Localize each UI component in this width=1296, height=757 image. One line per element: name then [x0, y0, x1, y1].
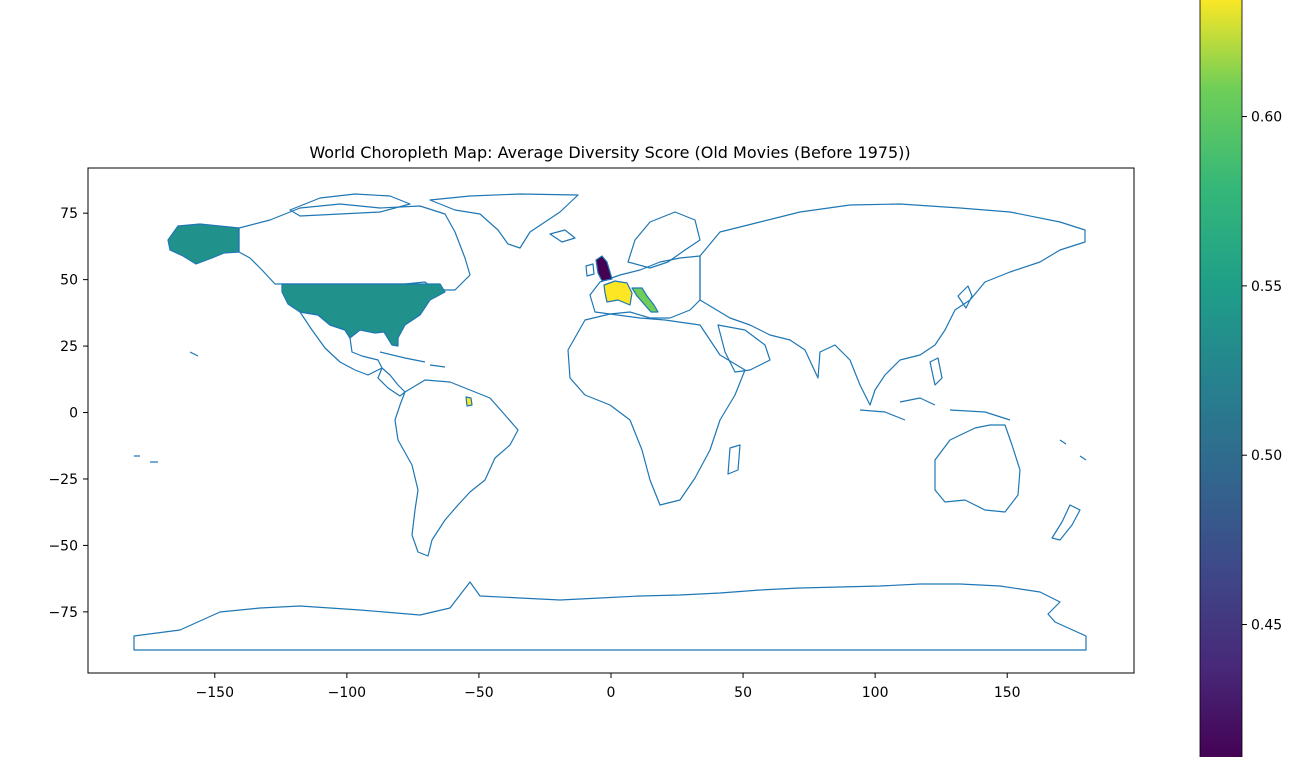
land-australia [934, 424, 1021, 513]
region-french-guiana [465, 396, 473, 407]
land-canada [238, 203, 471, 291]
y-tick-label: −25 [48, 472, 78, 488]
land-mexico [299, 311, 383, 376]
land-iceland [549, 229, 576, 243]
map-axes: −150 −100 −50 0 50 100 150 75 50 25 0 −25 −50 −75 [48, 167, 1135, 701]
land-philippines [929, 357, 943, 386]
land-central-america [377, 367, 406, 397]
colorbar-tick-label: 0.60 [1251, 110, 1282, 126]
y-tick-label: −75 [48, 605, 78, 621]
land-japan [957, 285, 973, 309]
y-tick-label: 50 [60, 273, 78, 289]
land-scandinavia [627, 211, 701, 269]
region-united-kingdom [595, 255, 613, 282]
region-france [603, 280, 633, 306]
land-new-zealand [1051, 504, 1081, 541]
x-tick-label: 100 [862, 685, 889, 701]
land-africa [567, 313, 746, 506]
land-arctic-islands [289, 193, 411, 217]
region-italy [631, 287, 659, 313]
axes-frame [87, 167, 1135, 674]
y-tick-label: 75 [60, 206, 78, 222]
x-tick-label: −50 [464, 685, 494, 701]
land-arabian-peninsula [717, 324, 771, 373]
y-tick-label: 0 [69, 406, 78, 422]
land-south-america [394, 379, 519, 557]
land-pacific-islands [134, 351, 1087, 463]
land-caribbean [379, 351, 446, 368]
x-tick-label: 150 [994, 685, 1021, 701]
land-antarctica [133, 581, 1087, 651]
y-tick-label: −50 [48, 538, 78, 554]
colorbar-axis: 0.45 0.50 0.55 0.60 [1242, 110, 1282, 634]
colorbar-tick-label: 0.55 [1251, 279, 1282, 295]
colorbar-gradient [1199, 0, 1243, 757]
land-asia [699, 203, 1086, 406]
x-tick-label: −100 [328, 685, 366, 701]
colorbar-tick-label: 0.45 [1251, 618, 1282, 634]
region-alaska [167, 223, 240, 265]
land-indonesia [859, 397, 1011, 421]
land-ireland [585, 263, 595, 277]
x-tick-label: −150 [196, 685, 234, 701]
x-tick-label: 50 [734, 685, 752, 701]
chart-title: World Choropleth Map: Average Diversity … [309, 143, 910, 162]
colorbar: 0.45 0.50 0.55 0.60 [1199, 0, 1282, 757]
y-axis: 75 50 25 0 −25 −50 −75 [48, 206, 88, 621]
x-tick-label: 0 [607, 685, 616, 701]
y-tick-label: 25 [60, 339, 78, 355]
land-greenland [429, 193, 579, 249]
colorbar-tick-label: 0.50 [1251, 448, 1282, 464]
x-axis: −150 −100 −50 0 50 100 150 [196, 673, 1021, 701]
land-madagascar [727, 444, 741, 475]
